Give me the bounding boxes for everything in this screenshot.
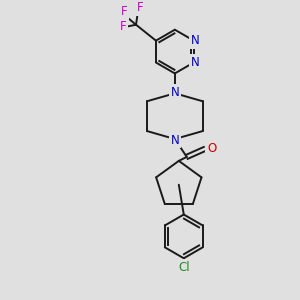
Text: F: F	[120, 20, 126, 33]
Text: N: N	[190, 56, 199, 69]
Text: F: F	[137, 1, 143, 14]
Text: O: O	[207, 142, 216, 155]
Text: N: N	[170, 86, 179, 99]
Text: Cl: Cl	[178, 261, 190, 274]
Text: N: N	[170, 134, 179, 146]
Text: F: F	[121, 5, 128, 18]
Text: N: N	[190, 34, 199, 47]
